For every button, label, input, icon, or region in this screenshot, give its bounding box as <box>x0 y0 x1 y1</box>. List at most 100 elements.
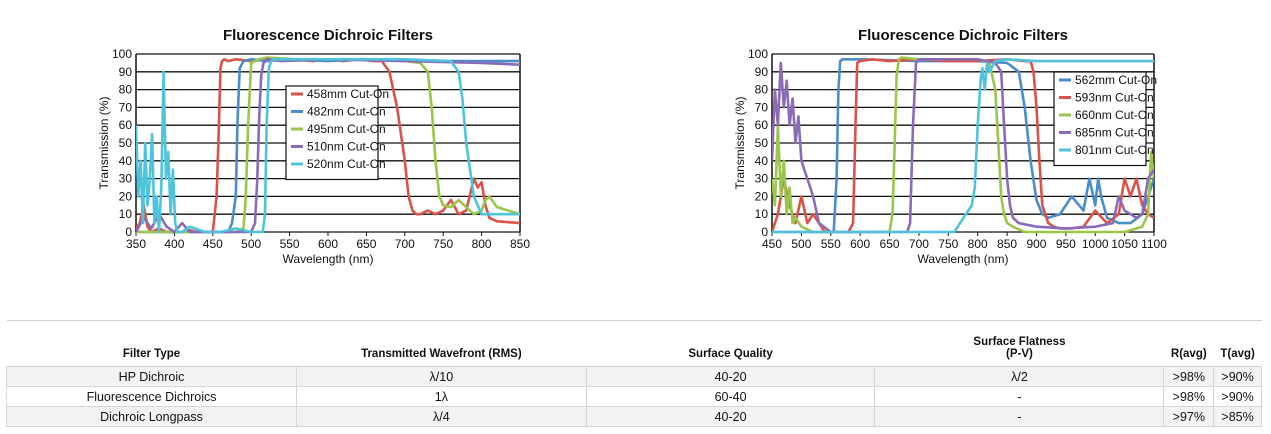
header-surface-flatness: Surface Flatness (P-V) <box>874 320 1164 367</box>
x-tick-label: 700 <box>395 237 415 251</box>
legend-entry: 510nm Cut-On <box>307 140 386 154</box>
legend-entry: 801nm Cut-On <box>1075 143 1154 157</box>
table-row: Fluorescence Dichroics 1λ 60-40 - >98% >… <box>5 386 1262 407</box>
x-tick-label: 500 <box>791 237 811 251</box>
cell-filter-type: Fluorescence Dichroics <box>5 386 298 407</box>
y-tick-label: 30 <box>119 172 133 186</box>
x-tick-label: 800 <box>472 237 492 251</box>
y-tick-label: 60 <box>755 118 769 132</box>
y-axis-label: Transmission (%) <box>733 97 747 190</box>
y-tick-label: 30 <box>755 172 769 186</box>
cell-wavefront: λ/4 <box>296 406 587 427</box>
y-tick-label: 0 <box>125 225 132 239</box>
chart-left: Fluorescence Dichroic Filters 0 10 20 30 40 50… <box>97 27 530 266</box>
cell-t-avg: >90% <box>1213 386 1262 407</box>
x-tick-label: 550 <box>821 237 841 251</box>
legend-entry: 562mm Cut-On <box>1075 73 1157 87</box>
x-tick-label: 450 <box>762 237 782 251</box>
series-line-3 <box>136 56 520 234</box>
y-tick-label: 20 <box>119 189 133 203</box>
chart-title: Fluorescence Dichroic Filters <box>223 27 433 44</box>
legend-entry: 685nm Cut-On <box>1075 126 1154 140</box>
series-line-5 <box>772 57 1154 234</box>
y-tick-label: 60 <box>119 118 133 132</box>
y-tick-label: 80 <box>755 83 769 97</box>
cell-surface-flatness: - <box>874 386 1165 407</box>
cell-wavefront: 1λ <box>296 386 587 407</box>
x-tick-label: 800 <box>968 237 988 251</box>
cell-filter-type: HP Dichroic <box>5 366 298 387</box>
x-tick-label: 850 <box>997 237 1017 251</box>
x-tick-label: 850 <box>510 237 530 251</box>
x-tick-label: 1050 <box>1111 237 1138 251</box>
x-tick-label: 1000 <box>1082 237 1109 251</box>
x-tick-label: 700 <box>909 237 929 251</box>
x-axis-label: Wavelength (nm) <box>283 252 374 266</box>
legend-entry: 593nm Cut-On <box>1075 91 1154 105</box>
y-tick-label: 70 <box>119 100 133 114</box>
cell-wavefront: λ/10 <box>296 366 587 387</box>
cell-surface-quality: 40-20 <box>585 366 876 387</box>
cell-t-avg: >90% <box>1213 366 1262 387</box>
specs-table: Filter Type Transmitted Wavefront (RMS) … <box>5 320 1262 427</box>
table-header-row: Filter Type Transmitted Wavefront (RMS) … <box>6 320 1262 367</box>
y-tick-label: 0 <box>761 225 768 239</box>
legend-entry: 520nm Cut-On <box>307 157 386 171</box>
cell-surface-quality: 60-40 <box>585 386 876 407</box>
y-tick-label: 70 <box>755 100 769 114</box>
x-tick-label: 450 <box>203 237 223 251</box>
y-tick-label: 10 <box>755 207 769 221</box>
y-tick-label: 100 <box>112 47 132 61</box>
x-tick-label: 750 <box>938 237 958 251</box>
series-line-1 <box>772 57 1154 234</box>
y-tick-label: 100 <box>748 47 768 61</box>
x-tick-label: 550 <box>280 237 300 251</box>
cell-r-avg: >98% <box>1163 366 1215 387</box>
y-axis-label: Transmission (%) <box>97 97 111 190</box>
y-tick-label: 50 <box>755 136 769 150</box>
y-tick-label: 20 <box>755 189 769 203</box>
x-tick-label: 600 <box>850 237 870 251</box>
y-tick-label: 40 <box>755 154 769 168</box>
x-tick-label: 400 <box>164 237 184 251</box>
series-line-4 <box>136 57 520 234</box>
x-tick-label: 950 <box>1056 237 1076 251</box>
x-tick-label: 1100 <box>1141 237 1167 251</box>
y-tick-label: 10 <box>119 207 133 221</box>
header-filter-type: Filter Type <box>6 320 297 367</box>
y-tick-label: 90 <box>755 65 769 79</box>
x-tick-label: 600 <box>318 237 338 251</box>
legend-entry: 495nm Cut-On <box>307 122 386 136</box>
cell-r-avg: >97% <box>1163 406 1215 427</box>
x-tick-label: 750 <box>433 237 453 251</box>
table-row: Dichroic Longpass λ/4 40-20 - >97% >85% <box>5 406 1262 427</box>
cell-surface-quality: 40-20 <box>585 406 876 427</box>
header-r-avg: R(avg) <box>1163 320 1214 367</box>
chart-right: Fluorescence Dichroic Filters 0 10 20 30 40 50… <box>733 27 1167 266</box>
y-tick-label: 80 <box>119 83 133 97</box>
legend-entry: 660nm Cut-On <box>1075 108 1154 122</box>
x-tick-label: 350 <box>126 237 146 251</box>
header-t-avg: T(avg) <box>1213 320 1262 367</box>
x-tick-label: 500 <box>241 237 261 251</box>
cell-r-avg: >98% <box>1163 386 1215 407</box>
x-tick-label: 650 <box>880 237 900 251</box>
cell-t-avg: >85% <box>1213 406 1262 427</box>
chart-title: Fluorescence Dichroic Filters <box>858 27 1068 44</box>
series-line-3 <box>772 56 1154 234</box>
table-row: HP Dichroic λ/10 40-20 λ/2 >98% >90% <box>5 366 1262 387</box>
y-tick-label: 50 <box>119 136 133 150</box>
x-tick-label: 650 <box>356 237 376 251</box>
y-tick-label: 40 <box>119 154 133 168</box>
cell-surface-flatness: - <box>874 406 1165 427</box>
series-line-5 <box>136 57 520 234</box>
legend-entry: 482nm Cut-On <box>307 105 386 119</box>
y-tick-label: 90 <box>119 65 133 79</box>
x-axis-label: Wavelength (nm) <box>918 252 1009 266</box>
cell-filter-type: Dichroic Longpass <box>5 406 298 427</box>
series-line-4 <box>772 57 1154 234</box>
x-tick-label: 900 <box>1026 237 1046 251</box>
cell-surface-flatness: λ/2 <box>874 366 1165 387</box>
legend-entry: 458mm Cut-On <box>307 87 389 101</box>
header-surface-quality: Surface Quality <box>586 320 875 367</box>
